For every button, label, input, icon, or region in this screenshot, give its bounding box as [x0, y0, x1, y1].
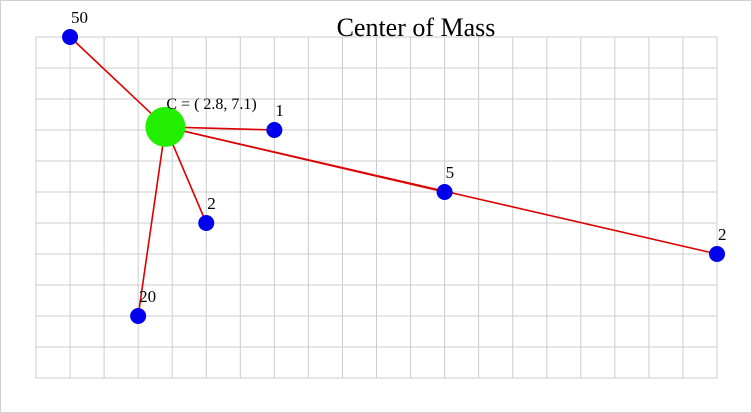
center-of-mass-marker: [145, 106, 186, 147]
mass-label: 50: [71, 8, 88, 27]
mass-points: 50 1 5 2 20 2: [62, 8, 727, 324]
mass-label: 20: [139, 287, 156, 306]
mass-label: 2: [207, 194, 216, 213]
connector-line: [69, 36, 166, 128]
mass-point: [62, 29, 79, 45]
mass-point: [130, 308, 147, 324]
connector-lines: [69, 36, 718, 317]
mass-label: 2: [718, 225, 727, 244]
chart-title: Center of Mass: [337, 13, 496, 42]
grid: [35, 36, 718, 379]
center-of-mass: C = ( 2.8, 7.1): [145, 96, 257, 147]
mass-label: 1: [275, 101, 284, 120]
mass-point: [709, 246, 725, 262]
mass-point: [266, 122, 283, 138]
center-of-mass-label: C = ( 2.8, 7.1): [166, 96, 256, 113]
mass-point: [198, 215, 215, 231]
connector-line: [137, 126, 167, 317]
mass-point: [436, 184, 453, 200]
mass-label: 5: [446, 163, 455, 182]
